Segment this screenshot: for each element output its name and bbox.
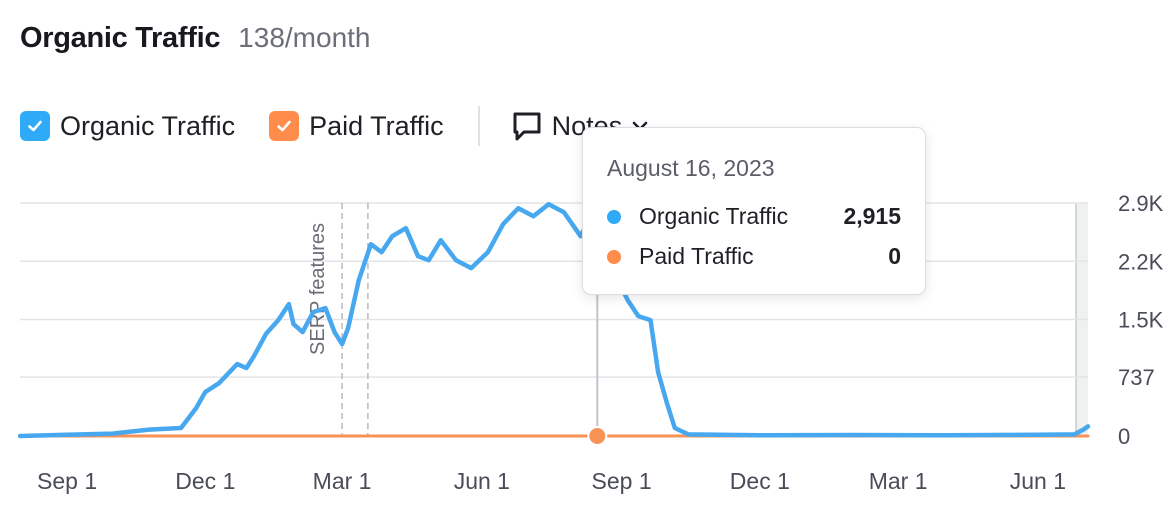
widget-title: Organic Traffic [20,22,221,54]
legend-organic-label: Organic Traffic [60,110,236,141]
tooltip-paid-dot [607,249,621,264]
y-tick-label: 737 [1118,365,1155,390]
y-tick-label: 1.5K [1118,307,1164,332]
x-tick-label: Jun 1 [1010,468,1066,494]
y-tick-label: 2.9K [1118,191,1164,216]
y-tick-label: 2.2K [1118,249,1164,274]
organic-traffic-series-line [17,200,1091,439]
annotation-label: SERP features [307,223,329,355]
x-tick-label: Sep 1 [37,468,97,494]
tooltip-paid-value: 0 [888,243,901,269]
widget-subtitle: 138/month [238,22,371,53]
paid-highlight-point [587,426,608,446]
check-icon [277,120,291,132]
tooltip-date: August 16, 2023 [607,155,775,181]
x-tick-label: Mar 1 [869,468,928,494]
tooltip-organic-name: Organic Traffic [639,203,789,229]
comment-icon [513,112,541,141]
paid-checkbox[interactable] [269,111,300,141]
legend-paid-label: Paid Traffic [309,110,444,141]
tooltip-row-paid: Paid Traffic 0 [607,243,901,270]
x-tick-label: Dec 1 [730,468,790,494]
chart-tooltip: August 16, 2023 Organic Traffic 2,915 Pa… [582,127,926,295]
widget-header: Organic Traffic 138/month [20,22,371,55]
tooltip-organic-value: 2,915 [843,203,901,229]
tooltip-paid-name: Paid Traffic [639,243,754,269]
x-tick-label: Mar 1 [313,468,372,494]
organic-checkbox[interactable] [20,111,50,141]
tooltip-row-organic: Organic Traffic 2,915 [607,203,901,230]
x-tick-label: Jun 1 [454,468,510,494]
x-tick-label: Sep 1 [592,468,652,494]
legend-divider [477,106,480,146]
legend-paid-toggle[interactable]: Paid Traffic [269,111,444,142]
legend-organic-toggle[interactable]: Organic Traffic [20,111,235,142]
chart-legend: Organic Traffic Paid Traffic Notes [20,106,648,146]
tooltip-organic-dot [607,209,621,224]
y-tick-label: 0 [1118,424,1130,449]
x-tick-label: Dec 1 [175,468,235,494]
check-icon [28,120,42,132]
